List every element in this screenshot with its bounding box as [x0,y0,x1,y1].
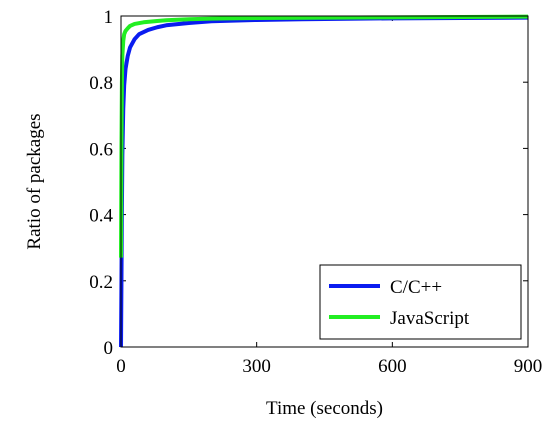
legend-label-0: C/C++ [390,277,442,298]
y-tick-label: 0.6 [89,139,113,160]
y-axis-label: Ratio of packages [24,113,45,249]
legend: C/C++ JavaScript [319,264,522,340]
x-tick-label: 300 [242,356,271,377]
y-tick-label: 1 [104,7,114,28]
legend-box [319,264,522,340]
x-tick-label: 900 [514,356,543,377]
series-lines [119,14,529,348]
x-axis-label: Time (seconds) [266,398,383,419]
y-tick-label: 0.8 [89,73,113,94]
legend-label-1: JavaScript [390,308,470,329]
y-tick-label: 0 [104,338,114,359]
x-tick-label: 0 [116,356,126,377]
tick-labels: 0 300 600 900 0 0.2 0.4 0.6 0.8 1 [89,7,542,377]
plot-frame [120,15,529,348]
y-tick-label: 0.4 [89,206,113,227]
x-tick-label: 600 [378,356,407,377]
y-tick-label: 0.2 [89,272,113,293]
series-line-1 [119,14,529,258]
